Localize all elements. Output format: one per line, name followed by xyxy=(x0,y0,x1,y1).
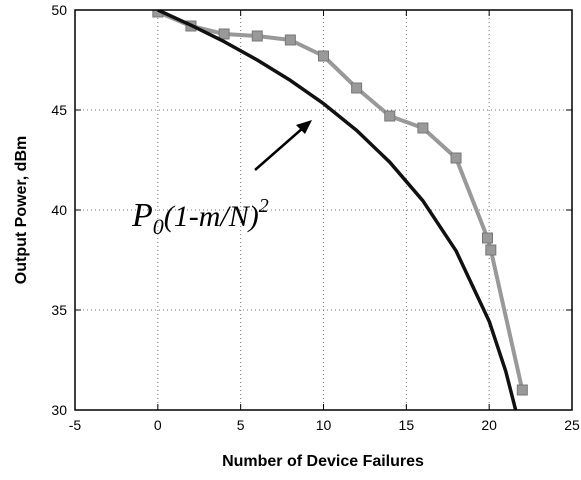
y-tick-label: 30 xyxy=(51,402,67,418)
y-tick-label: 35 xyxy=(51,302,67,318)
annotation-body: (1-m/N) xyxy=(164,200,259,233)
x-tick-label: 0 xyxy=(154,417,162,433)
y-tick-label: 45 xyxy=(51,102,67,118)
x-tick-label: 25 xyxy=(564,417,580,433)
point-marker xyxy=(450,152,462,164)
annotation: P0(1-m/N)2 xyxy=(131,195,269,239)
point-marker xyxy=(485,244,497,256)
x-tick-label: 10 xyxy=(316,417,332,433)
point-marker xyxy=(251,30,263,42)
point-marker xyxy=(284,34,296,46)
plot-frame xyxy=(74,9,573,411)
plot-marks xyxy=(152,10,528,410)
annotation-sub: 0 xyxy=(153,214,164,239)
y-axis-title: Output Power, dBm xyxy=(13,136,30,284)
arrow-shaft xyxy=(254,126,305,171)
x-axis-title: Number of Device Failures xyxy=(222,453,424,470)
x-tick-label: 5 xyxy=(237,417,245,433)
point-marker xyxy=(417,122,429,134)
point-marker xyxy=(318,50,329,62)
annotation-sup: 2 xyxy=(259,195,269,217)
point-marker xyxy=(218,28,230,40)
point-marker xyxy=(516,384,528,396)
annotation-base: P xyxy=(131,197,153,234)
series-line xyxy=(157,10,518,410)
y-tick-label: 40 xyxy=(51,202,67,218)
x-tick-label: -5 xyxy=(69,417,82,433)
point-marker xyxy=(351,82,363,94)
x-tick-label: 20 xyxy=(481,417,497,433)
arrow-head xyxy=(296,120,312,134)
y-tick-label: 50 xyxy=(51,2,67,18)
point-marker xyxy=(482,232,494,244)
point-marker xyxy=(384,110,396,122)
x-tick-label: 15 xyxy=(399,417,415,433)
